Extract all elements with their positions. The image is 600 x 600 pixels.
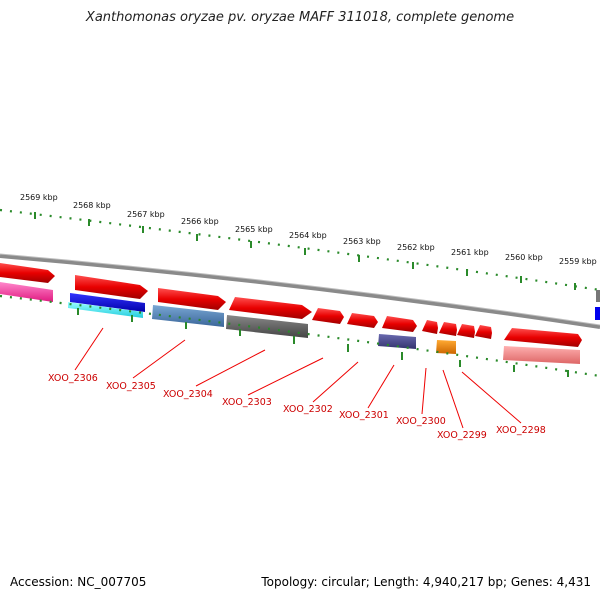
inner-scale-dots bbox=[0, 294, 600, 378]
kbp-labels: 2569 kbp 2568 kbp 2567 kbp 2566 kbp 2565… bbox=[20, 193, 597, 266]
gene-label: XOO_2302 bbox=[283, 404, 333, 415]
gene-label: XOO_2306 bbox=[48, 373, 98, 384]
topology-text: Topology: circular; Length: 4,940,217 bp… bbox=[261, 575, 591, 589]
gene-label: XOO_2300 bbox=[396, 416, 446, 427]
kbp-label: 2561 kbp bbox=[451, 248, 489, 257]
gene-block-orange bbox=[436, 340, 456, 354]
inner-major-ticks bbox=[77, 308, 569, 377]
gene-block-lightred bbox=[503, 346, 580, 364]
kbp-label: 2563 kbp bbox=[343, 237, 381, 246]
kbp-major-ticks bbox=[34, 212, 576, 290]
function-track bbox=[0, 282, 600, 364]
accession-text: Accession: NC_007705 bbox=[10, 575, 147, 589]
gene-label: XOO_2305 bbox=[106, 381, 156, 392]
kbp-label: 2568 kbp bbox=[73, 201, 111, 210]
kbp-label: 2564 kbp bbox=[289, 231, 327, 240]
kbp-label: 2565 kbp bbox=[235, 225, 273, 234]
gene-arrow bbox=[382, 316, 417, 332]
gene-labels: XOO_2306 XOO_2305 XOO_2304 XOO_2303 XOO_… bbox=[48, 373, 546, 441]
gene-label: XOO_2303 bbox=[222, 397, 272, 408]
kbp-label: 2562 kbp bbox=[397, 243, 435, 252]
gene-arrow bbox=[439, 322, 457, 336]
kbp-label: 2560 kbp bbox=[505, 253, 543, 262]
gene-label: XOO_2299 bbox=[437, 430, 487, 441]
gene-block-blue-edge bbox=[595, 307, 600, 320]
gene-block-blue bbox=[70, 293, 145, 312]
gene-arrow bbox=[0, 263, 55, 283]
gene-arrow bbox=[158, 288, 226, 310]
gene-arrow bbox=[347, 313, 378, 328]
gene-block-cyan bbox=[68, 302, 143, 318]
gene-block-gray-edge bbox=[596, 290, 600, 302]
gene-label: XOO_2304 bbox=[163, 389, 213, 400]
gene-label: XOO_2298 bbox=[496, 425, 546, 436]
kbp-label: 2569 kbp bbox=[20, 193, 58, 202]
gene-arrow bbox=[475, 325, 492, 339]
gene-block-pink bbox=[0, 282, 53, 302]
gene-arrow bbox=[229, 297, 312, 319]
genome-backbone bbox=[0, 254, 600, 329]
gene-block-gray bbox=[226, 315, 308, 338]
gene-block-steelblue bbox=[152, 305, 224, 327]
gene-arrow bbox=[504, 328, 582, 347]
kbp-label: 2567 kbp bbox=[127, 210, 165, 219]
gene-arrow bbox=[75, 275, 148, 299]
gene-arrow bbox=[312, 308, 344, 324]
gene-arrow bbox=[457, 324, 475, 338]
gene-label: XOO_2301 bbox=[339, 410, 389, 421]
kbp-label: 2566 kbp bbox=[181, 217, 219, 226]
map-title: Xanthomonas oryzae pv. oryzae MAFF 31101… bbox=[85, 10, 515, 25]
gene-leader-lines bbox=[74, 327, 522, 429]
forward-genes bbox=[0, 263, 582, 347]
gene-arrow bbox=[422, 320, 438, 334]
kbp-scale-dots bbox=[0, 208, 600, 292]
kbp-label: 2559 kbp bbox=[559, 257, 597, 266]
